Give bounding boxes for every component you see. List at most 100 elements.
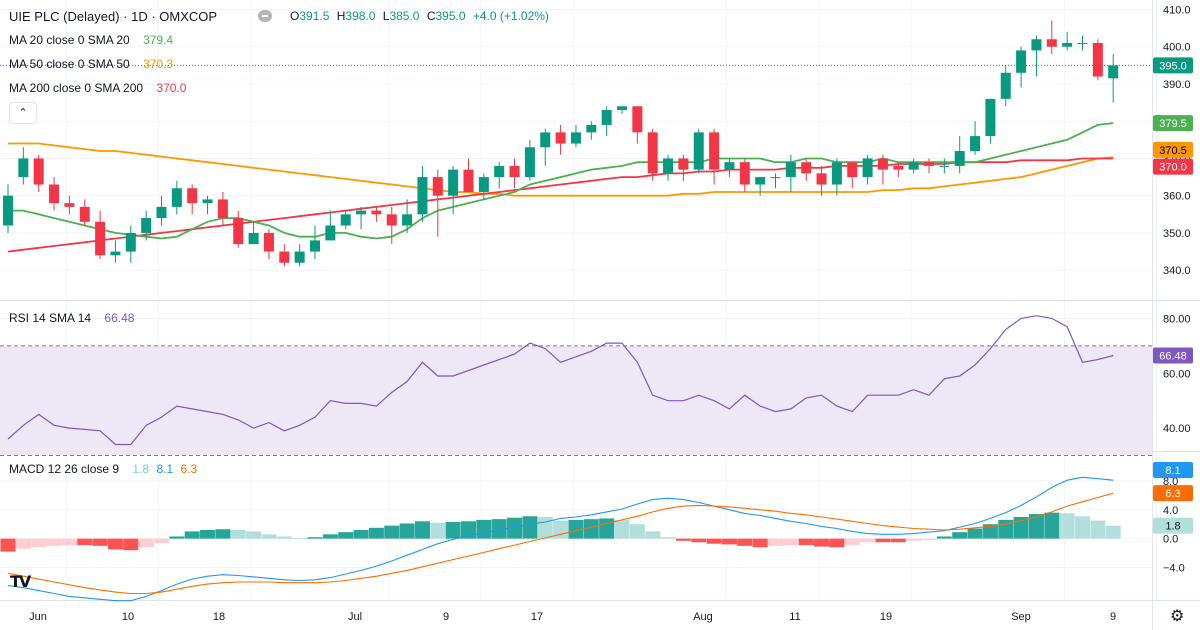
candle-body <box>1000 72 1011 99</box>
candle-body <box>801 162 812 174</box>
candle-body <box>555 132 566 144</box>
macd-bar <box>292 537 308 539</box>
y-tick-label: 340.0 <box>1163 265 1191 277</box>
macd-bar <box>1105 525 1121 539</box>
x-tick-label: Aug <box>693 611 713 623</box>
macd-bar <box>1075 516 1090 539</box>
candle-body <box>202 199 213 204</box>
ma50-series-line <box>8 142 1114 197</box>
candle-body <box>601 110 612 125</box>
candle-body <box>279 251 290 263</box>
macd-bar <box>0 538 16 552</box>
collapse-legend-button[interactable]: ⌃ <box>9 102 37 124</box>
ma50-price-tag: 370.5 <box>1159 145 1187 157</box>
candle-body <box>310 240 320 252</box>
macd-bar <box>798 538 814 546</box>
ma20-price-tag-bg <box>1153 115 1193 132</box>
macd-bar <box>261 534 277 539</box>
hide-indicators-button[interactable] <box>258 10 272 22</box>
macd-bar <box>614 519 630 539</box>
candle-body <box>1108 65 1119 79</box>
ma200-value: 370.0 <box>156 81 187 95</box>
y-tick-label: 360.0 <box>1163 191 1191 203</box>
macd-bar <box>583 519 599 539</box>
macd-bar <box>322 534 338 539</box>
hist-value-tag: 1.8 <box>1165 521 1180 533</box>
close-label: C <box>426 9 436 23</box>
candle-body <box>862 158 873 178</box>
gear-icon[interactable]: ⚙ <box>1170 608 1185 625</box>
y-tick-label: 8.0 <box>1163 476 1178 488</box>
candle-body <box>417 177 428 215</box>
symbol-title-text: UIE PLC (Delayed) · 1D · OMXCOP <box>9 9 218 24</box>
candle-body <box>770 177 781 179</box>
signal-series-line <box>7 492 1114 595</box>
y-tick-label: 390.0 <box>1163 79 1191 91</box>
candle-body <box>33 158 44 185</box>
candle-body <box>509 165 520 178</box>
macd-bar <box>660 537 676 539</box>
candle-body <box>954 151 965 166</box>
candle-body <box>432 177 443 196</box>
macd-bar <box>1028 514 1044 539</box>
ma20-label: MA 20 close 0 SMA 20 <box>9 33 130 47</box>
candle-body <box>141 218 152 233</box>
macd-bar <box>860 538 876 543</box>
macd-bar <box>461 521 476 539</box>
macd-bar <box>737 538 753 546</box>
y-tick-label: 4.0 <box>1163 505 1178 517</box>
candle-body <box>64 203 75 207</box>
ma200-legend[interactable]: MA 200 close 0 SMA 200 370.0 <box>9 81 190 95</box>
macd-bar <box>982 524 998 539</box>
candle-body <box>693 132 704 170</box>
candle-body <box>171 188 182 207</box>
tradingview-logo[interactable]: TV <box>10 572 31 591</box>
x-tick-label: 11 <box>789 611 800 623</box>
macd-legend[interactable]: MACD 12 26 close 9 1.8 8.1 6.3 <box>9 462 201 476</box>
macd-bar <box>768 538 783 546</box>
macd-series-line <box>7 476 1114 602</box>
last-price-tag-bg <box>1153 57 1193 74</box>
macd-bar <box>814 538 830 547</box>
candle-body <box>663 158 674 174</box>
macd-bar <box>384 525 400 539</box>
candle-body <box>18 158 29 178</box>
candle-body <box>831 162 842 185</box>
y-tick-label: −4.0 <box>1163 563 1185 575</box>
macd-bar <box>276 536 292 539</box>
hist-value-tag-bg <box>1153 517 1193 534</box>
macd-bar <box>721 538 737 545</box>
candle-body <box>632 106 643 133</box>
rsi-value: 66.48 <box>104 311 135 325</box>
candle-body <box>478 177 489 192</box>
candle-body <box>1031 39 1042 51</box>
candle-body <box>816 173 827 185</box>
macd-bar <box>92 538 108 546</box>
candle-body <box>386 214 397 226</box>
macd-label: MACD 12 26 close 9 <box>9 462 120 476</box>
macd-bar <box>1090 520 1106 539</box>
ma50-label: MA 50 close 0 SMA 50 <box>9 57 130 71</box>
x-tick-label: Jun <box>29 611 47 623</box>
macd-bar <box>691 538 707 543</box>
macd-bar <box>568 519 584 539</box>
candle-body <box>647 132 658 174</box>
candle-body <box>187 188 198 204</box>
symbol-title[interactable]: UIE PLC (Delayed) · 1D · OMXCOP <box>9 9 221 24</box>
macd-bar <box>522 516 538 539</box>
ma20-legend[interactable]: MA 20 close 0 SMA 20 379.4 <box>9 33 177 47</box>
chevron-up-icon: ⌃ <box>18 107 28 119</box>
rsi-legend[interactable]: RSI 14 SMA 14 66.48 <box>9 311 138 325</box>
macd-bar <box>1059 513 1075 539</box>
macd-bar <box>829 538 845 548</box>
x-tick-label: 18 <box>213 611 225 623</box>
ma50-legend[interactable]: MA 50 close 0 SMA 50 370.3 <box>9 57 177 71</box>
x-tick-label: 19 <box>880 611 892 623</box>
macd-signal-value: 6.3 <box>180 462 198 476</box>
macd-bar <box>1013 516 1029 539</box>
candle-body <box>125 232 136 252</box>
macd-bar <box>675 538 691 541</box>
candle-body <box>371 210 382 215</box>
macd-bar <box>921 538 937 541</box>
